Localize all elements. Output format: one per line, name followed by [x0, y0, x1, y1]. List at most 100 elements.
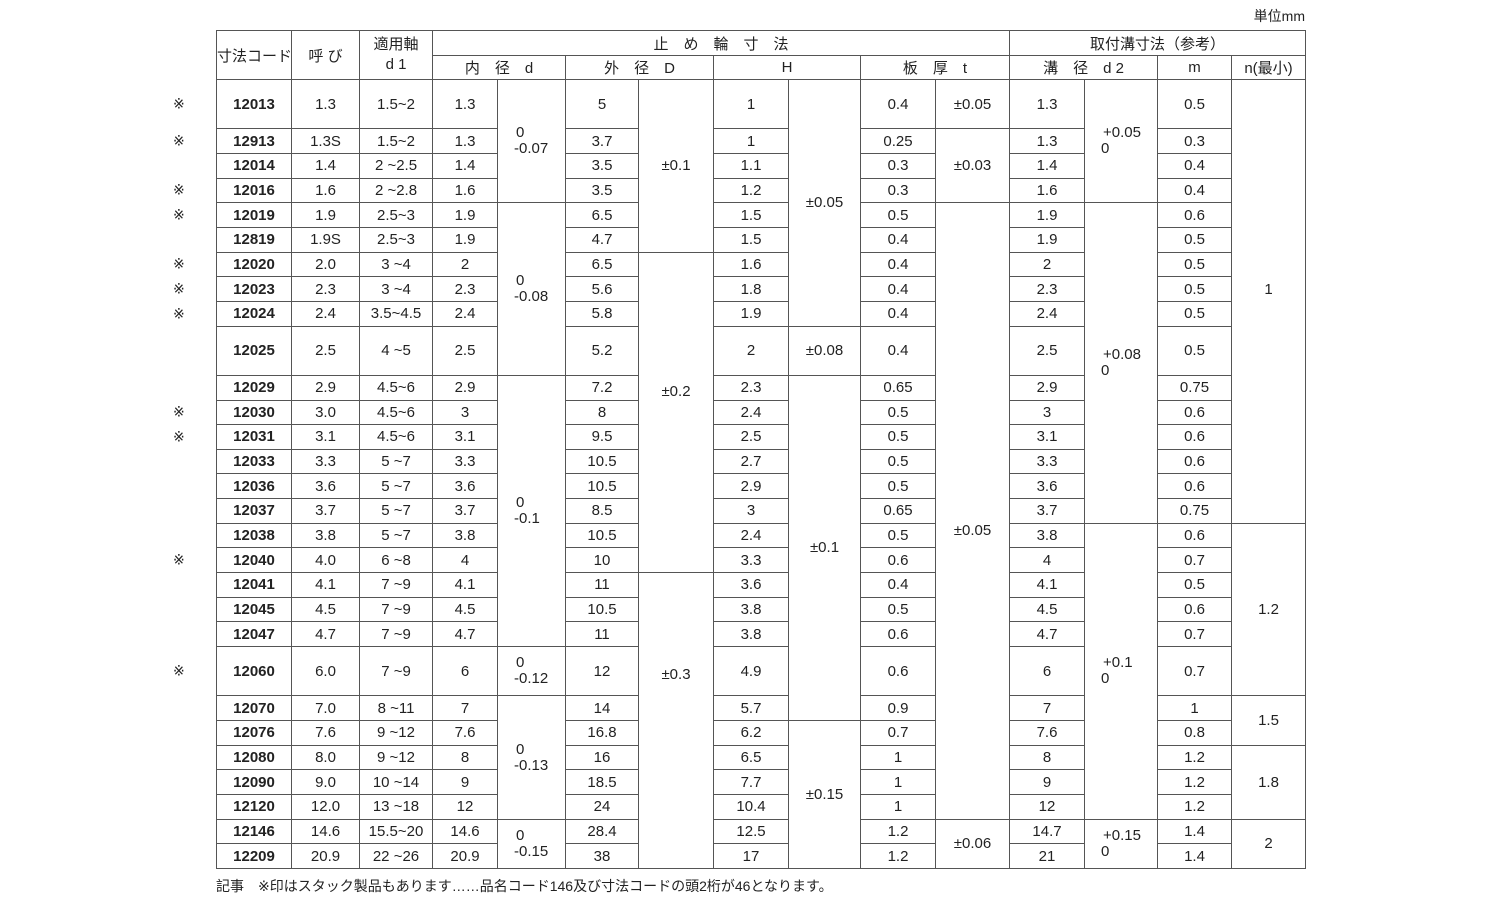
outer-diameter: 3.7 [565, 128, 639, 154]
m-value: 0.75 [1157, 374, 1233, 401]
table-row: 12014 1.4 2 ~2.5 1.4 3.5 1.1 0.3 1.4 0.4 [216, 152, 1306, 179]
applicable-shaft: 5 ~7 [359, 473, 433, 500]
H-tolerance: ±0.05 [788, 79, 861, 327]
size-code-value: 12025 [233, 342, 275, 360]
groove-diameter: 1.6 [1009, 177, 1086, 204]
table-row: 12036 3.6 5 ~7 3.6 10.5 2.9 0.5 3.6 0.6 [216, 473, 1306, 500]
applicable-shaft: 13 ~18 [359, 793, 433, 820]
table-row: 12040 ※ 4.0 6 ~8 4 10 3.3 0.6 4 0.7 [173, 547, 1306, 574]
size-code: 12036 [216, 473, 292, 500]
table-row: 12070 7.0 8 ~11 7 0 -0.13 14 5.7 0.9 7 1 1.5 [216, 695, 1307, 820]
outer-diameter: 18.5 [565, 769, 639, 795]
table-row: 12819 1.9S 2.5~3 1.9 4.7 1.5 0.4 1.9 0.5 [216, 226, 1306, 253]
thickness: 1.2 [860, 843, 936, 869]
groove-diameter: 2.9 [1009, 374, 1086, 401]
table-row: 12019 ※ 1.9 2.5~3 1.9 0 -0.08 6.5 1.5 0.5 ±0.05 1.9… [173, 202, 1306, 820]
m-value: 0.5 [1157, 251, 1233, 278]
upper-deviation: +0.08 [1103, 346, 1141, 364]
inner-diameter: 12 [432, 793, 498, 820]
nominal: 3.8 [291, 522, 360, 549]
outer-diameter: 5.2 [565, 325, 639, 376]
inner-diameter: 2 [432, 251, 498, 278]
groove-diameter: 4.1 [1009, 572, 1086, 598]
m-value: 0.6 [1157, 399, 1233, 426]
thickness: 0.25 [860, 128, 936, 154]
upper-deviation: +0.05 [1103, 124, 1141, 142]
size-code-value: 12120 [233, 798, 275, 816]
applicable-shaft: 3.5~4.5 [359, 300, 433, 327]
d-tolerance: 0 -0.15 [497, 818, 566, 869]
m-value: 0.7 [1157, 547, 1233, 574]
m-value: 1 [1157, 695, 1233, 722]
size-code: 12014 [216, 152, 292, 179]
m-value: 0.4 [1157, 152, 1233, 179]
size-code-value: 12070 [233, 699, 275, 717]
outer-diameter: 10.5 [565, 448, 639, 475]
table-row: 12045 4.5 7 ~9 4.5 10.5 3.8 0.5 4.5 0.6 [216, 596, 1306, 623]
groove-diameter: 8 [1009, 744, 1086, 771]
upper-deviation: 0 [516, 493, 525, 511]
m-value: 1.2 [1157, 769, 1233, 795]
outer-diameter: 8.5 [565, 498, 639, 524]
header-thickness: 板 厚 t [859, 55, 1011, 80]
table-row: 12037 3.7 5 ~7 3.7 8.5 3 0.65 3.7 0.75 [216, 498, 1306, 524]
m-value: 0.6 [1157, 473, 1233, 500]
applicable-shaft: 4 ~5 [359, 325, 433, 376]
outer-diameter: 10.5 [565, 522, 639, 549]
size-code: 12031 ※ [173, 424, 292, 450]
size-code: 12041 [216, 572, 292, 598]
h-value: 3.3 [713, 547, 789, 574]
h-value: 2.3 [713, 374, 789, 401]
outer-diameter: 16 [565, 744, 639, 771]
m-value: 0.8 [1157, 720, 1233, 746]
m-value: 0.6 [1157, 202, 1233, 228]
size-code: 12038 [216, 522, 292, 549]
size-code: 12076 [216, 720, 292, 746]
lower-deviation: -0.08 [514, 288, 549, 306]
nominal: 6.0 [291, 646, 360, 697]
nominal: 2.3 [291, 276, 360, 302]
t-tolerance: ±0.05 [934, 78, 1011, 130]
nominal: 8.0 [291, 744, 360, 771]
retaining-ring-dimension-table-wrapper: 寸法コード 呼 び 適用軸 d 1 止 め 輪 寸 法 取付溝寸法（参考） 内 … [173, 30, 1307, 869]
header-code: 寸法コード [216, 30, 292, 80]
header-outer-diameter: 外 径 D [565, 55, 714, 80]
size-code: 12029 [216, 374, 292, 401]
nominal: 12.0 [291, 793, 360, 820]
size-code-value: 12819 [233, 231, 275, 249]
h-value: 1.5 [713, 226, 789, 253]
thickness: 0.3 [860, 152, 936, 179]
size-code-value: 12060 [233, 662, 275, 680]
m-value: 0.5 [1157, 300, 1233, 327]
applicable-shaft: 5 ~7 [359, 498, 433, 524]
thickness: 0.4 [860, 572, 936, 598]
nominal: 4.7 [291, 621, 360, 648]
thickness: 0.4 [860, 325, 936, 376]
n-min: 1.2 [1231, 522, 1307, 697]
groove-diameter: 4 [1009, 547, 1086, 574]
size-code-value: 12029 [233, 379, 275, 397]
lower-deviation: 0 [1101, 140, 1110, 158]
outer-diameter: 5.6 [565, 276, 639, 302]
stack-product-mark: ※ [173, 132, 185, 149]
m-value: 0.5 [1157, 276, 1233, 302]
inner-diameter: 1.4 [432, 152, 498, 179]
nominal: 1.3 [291, 78, 360, 130]
stack-product-mark: ※ [173, 305, 185, 322]
nominal: 3.3 [291, 448, 360, 475]
outer-diameter: 4.7 [565, 226, 639, 253]
h-value: 1 [713, 128, 789, 154]
m-value: 0.7 [1157, 646, 1233, 697]
outer-diameter: 9.5 [565, 424, 639, 450]
header-groove-dimensions: 取付溝寸法（参考） [1009, 30, 1307, 56]
lower-deviation: -0.1 [514, 509, 540, 527]
h-value: 7.7 [713, 769, 789, 795]
size-code-value: 12045 [233, 601, 275, 619]
h-value: 2 [713, 325, 789, 376]
n-min: 1.8 [1231, 744, 1307, 820]
m-value: 0.75 [1157, 498, 1233, 524]
unit-label: 単位mm [1253, 8, 1305, 24]
inner-diameter: 4.1 [432, 572, 498, 598]
d-tolerance: 0 -0.13 [497, 695, 566, 820]
h-value: 2.7 [713, 448, 789, 475]
